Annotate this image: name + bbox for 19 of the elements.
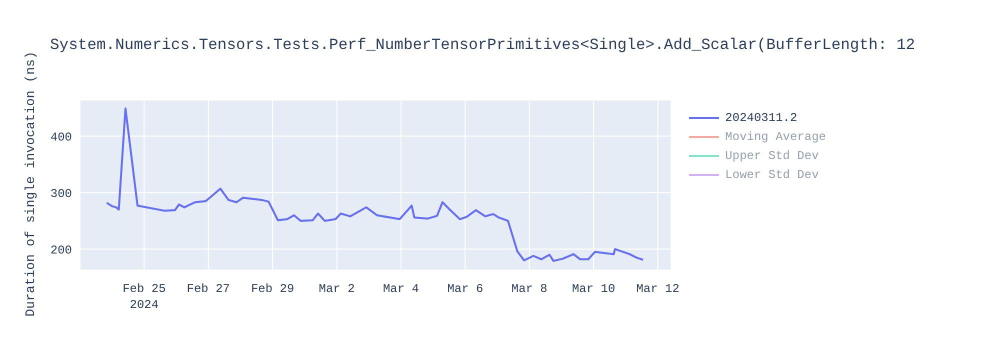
x-tick-label: Feb 27 xyxy=(186,282,230,296)
chart-title: System.Numerics.Tensors.Tests.Perf_NumberTensorPrimitives<Single>.Add_Scalar(BufferLength: 12 xyxy=(50,36,916,54)
legend-label: Lower Std Dev xyxy=(725,168,819,182)
legend-label: Moving Average xyxy=(725,130,826,144)
x-tick-label: Feb 29 xyxy=(250,282,294,296)
x-tick-label: Mar 2 xyxy=(318,282,355,296)
x-tick-label: Mar 10 xyxy=(572,282,616,296)
x-tick-label: Mar 12 xyxy=(636,282,680,296)
legend-label: 20240311.2 xyxy=(725,110,798,124)
x-tick-label: Mar 8 xyxy=(511,282,548,296)
x-tick-label: Mar 4 xyxy=(382,282,420,296)
y-tick-label: 400 xyxy=(50,130,72,144)
x-tick-label: Mar 6 xyxy=(447,282,484,296)
y-axis-title: Duration of single invocation (ns) xyxy=(23,51,38,317)
y-tick-label: 200 xyxy=(50,243,72,258)
line-series xyxy=(106,107,644,262)
y-tick-label: 300 xyxy=(50,186,72,201)
legend-label: Upper Std Dev xyxy=(725,148,819,162)
x-tick-label: Feb 25 2024 xyxy=(122,282,166,312)
